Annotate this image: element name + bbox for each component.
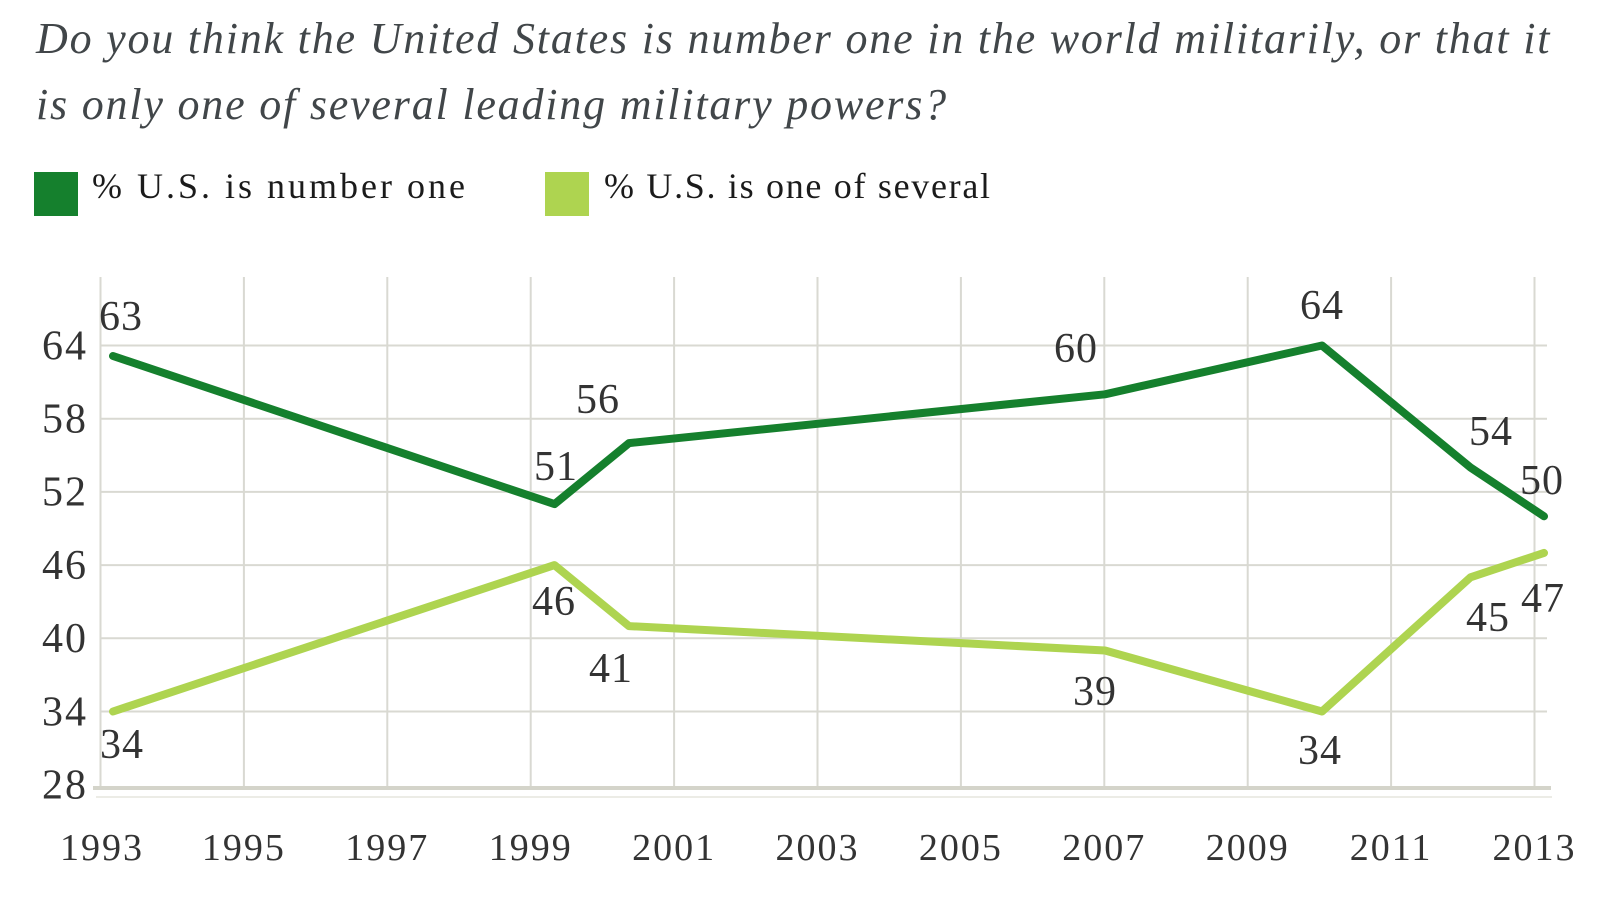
svg-text:% U.S. is one of several: % U.S. is one of several [604, 166, 992, 206]
svg-text:50: 50 [1520, 458, 1564, 504]
svg-text:56: 56 [576, 377, 620, 423]
svg-text:63: 63 [99, 294, 143, 340]
svg-text:1997: 1997 [345, 827, 429, 869]
svg-text:2003: 2003 [776, 827, 860, 869]
svg-text:40: 40 [42, 616, 88, 662]
svg-text:46: 46 [532, 579, 576, 625]
svg-text:41: 41 [589, 646, 633, 692]
svg-text:64: 64 [42, 324, 88, 370]
svg-text:2011: 2011 [1350, 827, 1433, 869]
svg-text:34: 34 [1298, 728, 1342, 774]
svg-text:2013: 2013 [1493, 827, 1577, 869]
svg-text:Do you think the United States: Do you think the United States is number… [35, 14, 1551, 63]
svg-text:is only one of several leading: is only one of several leading military … [36, 80, 948, 129]
svg-text:34: 34 [42, 690, 88, 736]
svg-text:2005: 2005 [919, 827, 1003, 869]
svg-text:45: 45 [1466, 595, 1510, 641]
svg-text:52: 52 [42, 470, 88, 516]
svg-text:58: 58 [42, 397, 88, 443]
svg-text:28: 28 [42, 763, 88, 809]
svg-text:47: 47 [1521, 576, 1565, 622]
svg-text:1999: 1999 [489, 827, 573, 869]
svg-text:% U.S. is number one: % U.S. is number one [92, 166, 468, 206]
svg-text:64: 64 [1300, 283, 1344, 329]
svg-text:54: 54 [1469, 409, 1513, 455]
svg-text:2007: 2007 [1062, 827, 1146, 869]
svg-text:1995: 1995 [202, 827, 286, 869]
svg-text:2009: 2009 [1206, 827, 1290, 869]
svg-text:34: 34 [100, 722, 144, 768]
svg-text:2001: 2001 [632, 827, 716, 869]
svg-text:60: 60 [1054, 326, 1098, 372]
svg-text:39: 39 [1073, 669, 1117, 715]
svg-text:46: 46 [42, 543, 88, 589]
svg-text:1993: 1993 [60, 827, 144, 869]
svg-text:51: 51 [534, 444, 578, 490]
